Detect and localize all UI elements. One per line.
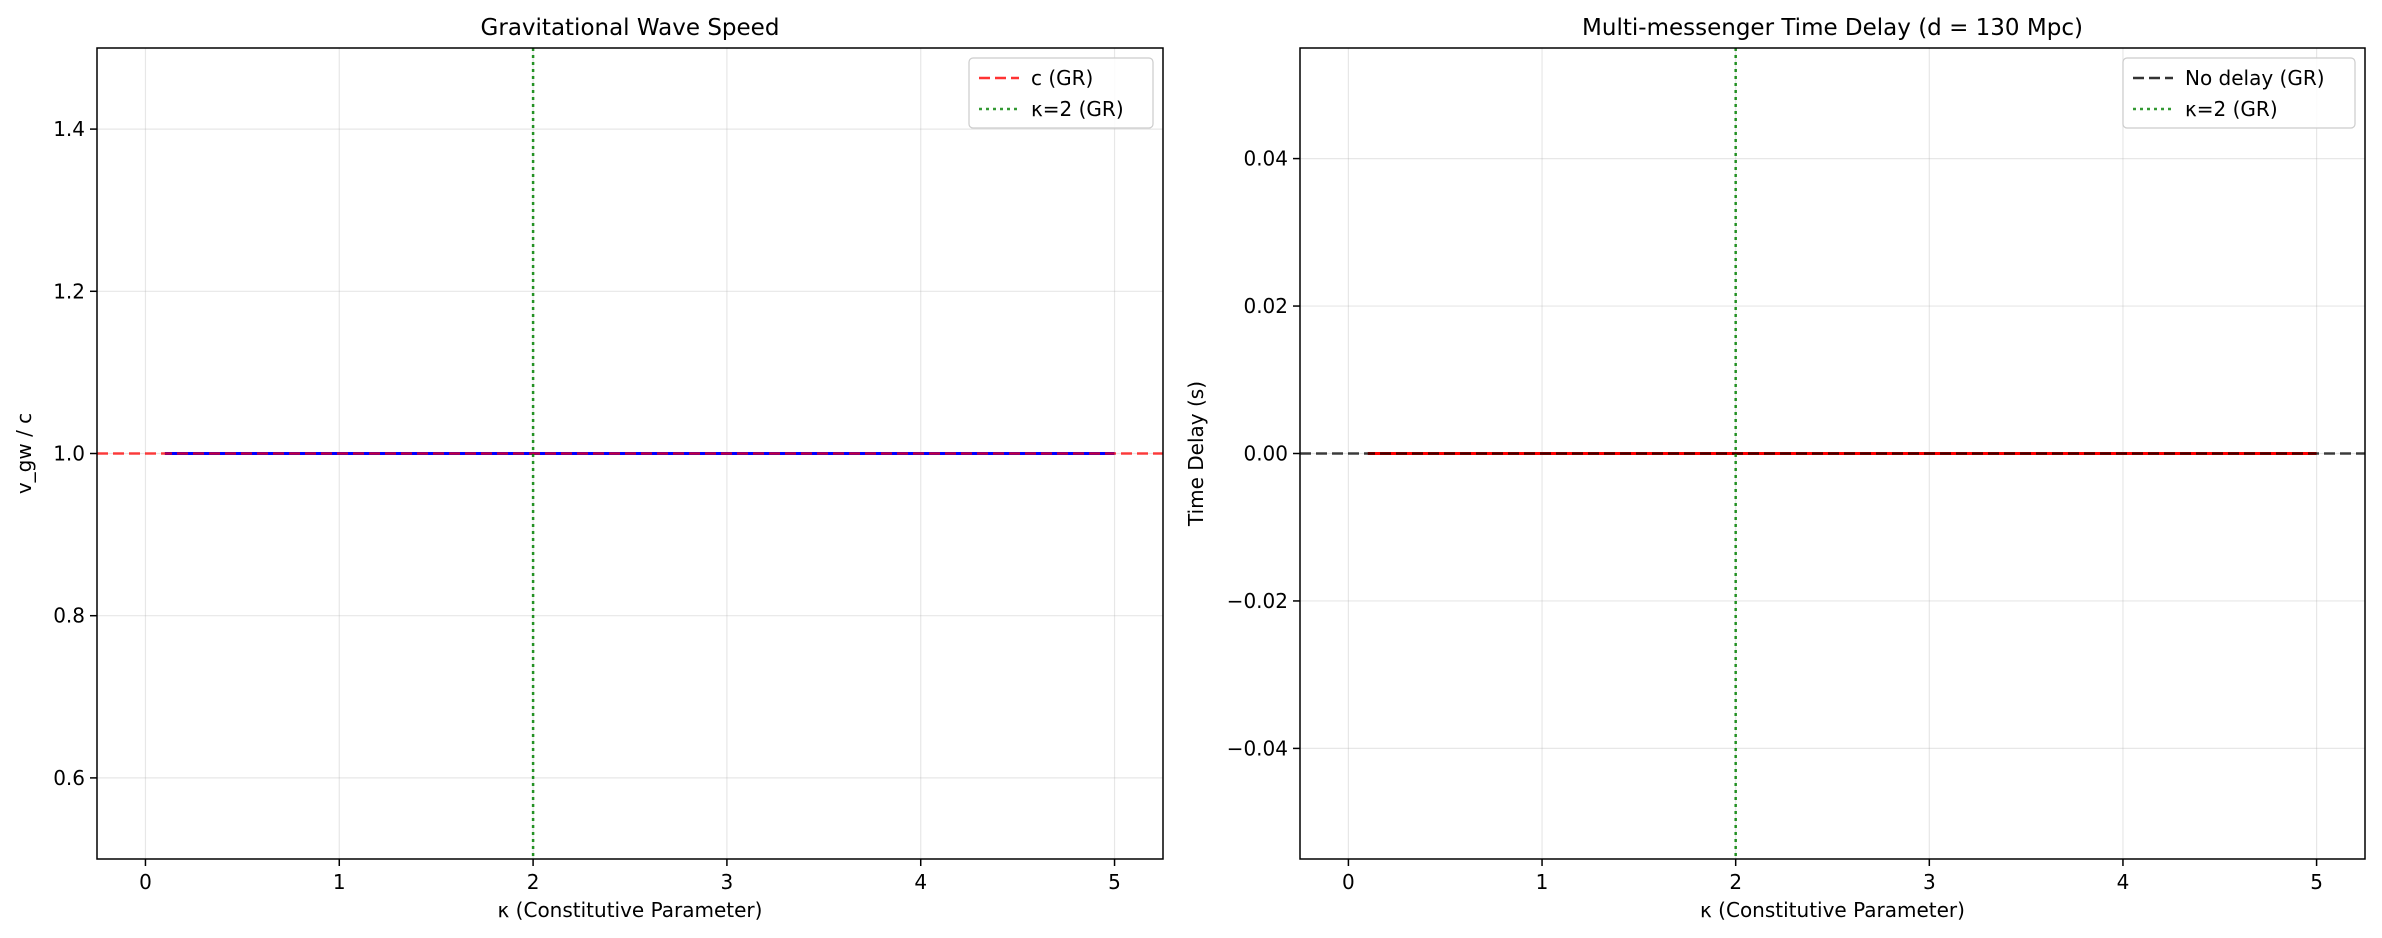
- x-tick-label: 3: [1923, 870, 1936, 894]
- x-tick-label: 2: [527, 870, 540, 894]
- plot-lines: [1300, 48, 2365, 859]
- legend-label-1: No delay (GR): [2185, 66, 2325, 90]
- legend-label-2: κ=2 (GR): [1031, 97, 1124, 121]
- x-tick-label: 1: [1536, 870, 1549, 894]
- y-tick-label: 0.6: [53, 766, 85, 790]
- x-tick-label: 0: [139, 870, 152, 894]
- chart-title: Multi-messenger Time Delay (d = 130 Mpc): [1582, 15, 2083, 41]
- y-tick-label: 0.8: [53, 604, 85, 628]
- y-tick-label: 1.0: [53, 442, 85, 466]
- x-tick-label: 5: [2310, 870, 2323, 894]
- y-axis-label: v_gw / c: [12, 413, 36, 494]
- x-tick-label: 1: [333, 870, 346, 894]
- chart-title: Gravitational Wave Speed: [481, 15, 780, 41]
- legend-label-2: κ=2 (GR): [2185, 97, 2278, 121]
- chart-panel-2: 0 1 2 3 4 5 −0.04 −0.02 0.00 0.02 0.04 Multi-messen…: [1184, 15, 2366, 922]
- legend: c (GR) κ=2 (GR): [968, 57, 1154, 129]
- legend-label-1: c (GR): [1031, 66, 1093, 90]
- y-tick-label: 0.04: [1243, 147, 1288, 171]
- y-tick-label: −0.04: [1227, 736, 1288, 760]
- legend-box: [968, 57, 1154, 129]
- plot-lines: [97, 48, 1163, 859]
- x-axis-label: κ (Constitutive Parameter): [498, 898, 763, 922]
- x-axis-label: κ (Constitutive Parameter): [1700, 898, 1965, 922]
- x-tick-label: 4: [2117, 870, 2130, 894]
- y-tick-label: −0.02: [1227, 589, 1288, 613]
- legend: No delay (GR) κ=2 (GR): [2122, 57, 2356, 129]
- y-tick-label: 1.4: [53, 117, 85, 141]
- y-tick-label: 0.00: [1243, 442, 1288, 466]
- y-axis-label: Time Delay (s): [1184, 381, 1208, 527]
- x-tick-label: 4: [914, 870, 927, 894]
- chart-panel-1: 0 1 2 3 4 5 0.6 0.8 1.0 1.2 1.4 Gravitational Wave …: [12, 15, 1164, 922]
- y-tick-label: 0.02: [1243, 294, 1288, 318]
- x-tick-label: 2: [1729, 870, 1742, 894]
- x-tick-label: 3: [721, 870, 734, 894]
- y-tick-label: 1.2: [53, 279, 85, 303]
- x-tick-label: 0: [1342, 870, 1355, 894]
- legend-box: [2122, 57, 2356, 129]
- x-tick-label: 5: [1108, 870, 1121, 894]
